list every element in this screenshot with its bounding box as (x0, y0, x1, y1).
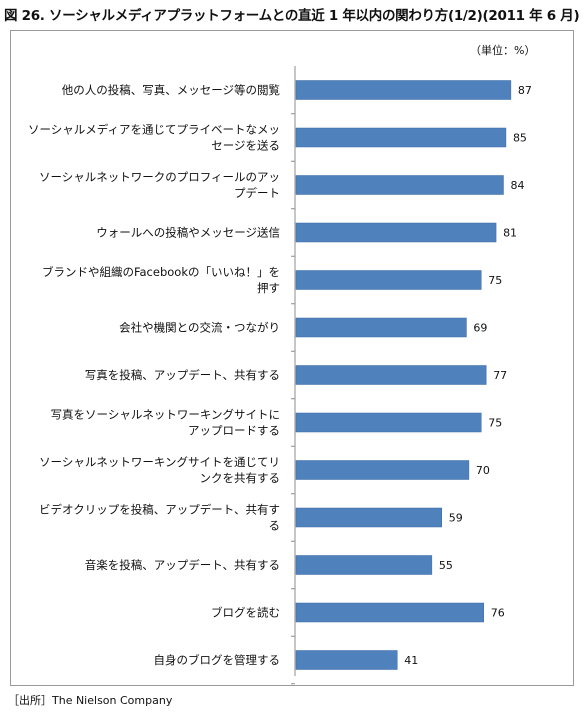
data-label: 77 (493, 369, 507, 382)
category-label: 音楽を投稿、アップデート、共有する (85, 558, 280, 572)
category-label: ブランドや組織のFacebookの「いいね！」を押す (42, 265, 280, 295)
category-label: ソーシャルネットワークのプロフィールのアップデート (39, 170, 280, 200)
data-label: 70 (476, 464, 490, 477)
category-label: ソーシャルメディアを通じてプライベートなメッセージを送る (28, 123, 280, 153)
source-note: ［出所］The Nielson Company (8, 694, 173, 707)
data-label: 75 (488, 417, 502, 430)
data-label: 59 (449, 512, 463, 525)
category-label: 写真を投稿、アップデート、共有する (85, 368, 280, 382)
category-label: 他の人の投稿、写真、メッセージ等の閲覧 (62, 83, 280, 97)
bar (295, 365, 487, 385)
bar (295, 602, 484, 623)
chart-title: 図 26. ソーシャルメディアプラットフォームとの直近 1 年以内の関わり方(1… (4, 8, 580, 24)
bar (295, 175, 504, 195)
bar (295, 80, 512, 100)
category-label: ソーシャルネットワーキングサイトを通じてリンクを共有する (39, 455, 280, 485)
bar (295, 555, 433, 575)
category-label: 写真をソーシャルネットワーキングサイトにアップロードする (51, 408, 280, 438)
bar (295, 222, 497, 243)
chart-frame (10, 30, 574, 686)
category-label: 会社や機関との交流・つながり (119, 321, 280, 335)
bar (295, 507, 442, 528)
unit-label: （単位：%） (470, 44, 536, 57)
data-label: 84 (510, 179, 524, 192)
bar (295, 650, 398, 670)
category-label: ウォールへの投稿やメッセージ送信 (96, 226, 280, 240)
data-label: 41 (404, 654, 418, 667)
data-label: 75 (488, 274, 502, 287)
category-label: ブログを読む (211, 606, 280, 620)
data-label: 69 (473, 322, 487, 335)
bar (295, 270, 482, 290)
data-label: 85 (513, 132, 527, 145)
data-label: 55 (439, 559, 453, 572)
data-label: 76 (491, 607, 505, 620)
bar (295, 460, 470, 480)
bar (295, 412, 482, 433)
category-label: ビデオクリップを投稿、アップデート、共有する (39, 503, 280, 533)
data-label: 87 (518, 84, 532, 97)
data-label: 81 (503, 227, 517, 240)
bar (295, 127, 507, 148)
bar (295, 317, 467, 338)
category-label: 自身のブログを管理する (154, 653, 281, 667)
